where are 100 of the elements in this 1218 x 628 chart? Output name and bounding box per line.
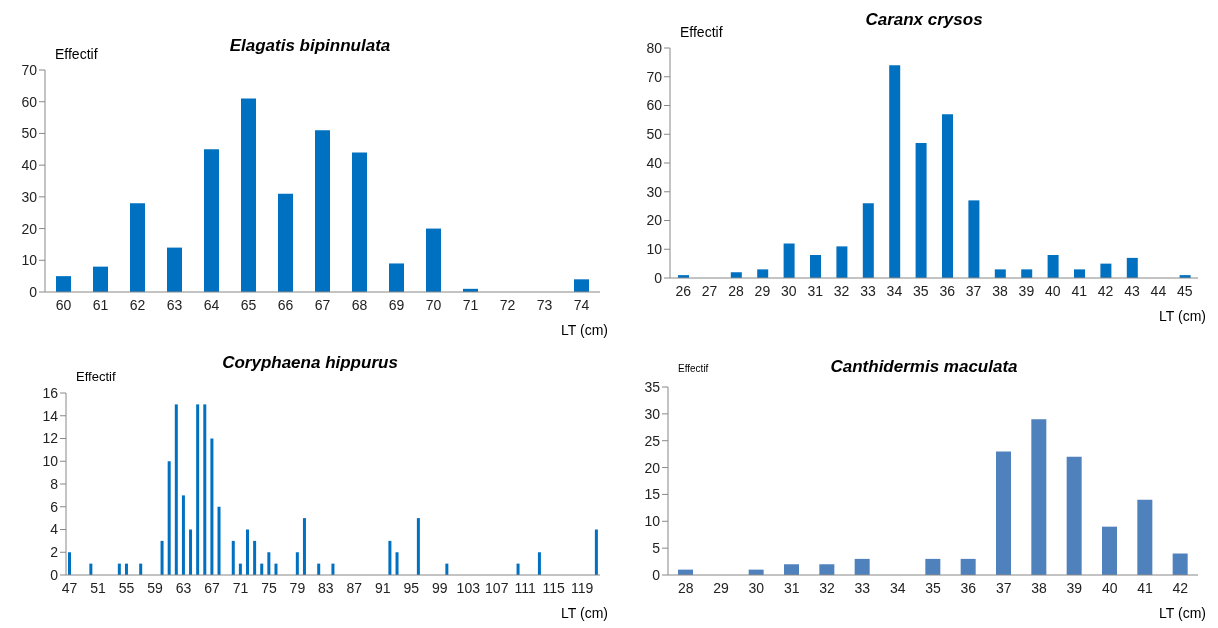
y-tick-label: 60 [646,97,663,114]
x-tick-label: 71 [232,579,249,596]
bar [594,529,598,575]
bar [241,98,256,292]
y-tick-label: 10 [646,241,663,258]
chart-title: Coryphaena hippurus [222,353,398,372]
bar [1047,255,1059,278]
x-tick-label: 41 [1137,579,1153,596]
y-tick-label: 35 [644,378,661,395]
y-axis-title: Effectif [678,363,709,374]
bar [960,558,976,575]
x-tick-label: 51 [90,579,107,596]
x-tick-label: 62 [129,296,146,313]
bar [1066,456,1082,575]
x-tick-label: 63 [175,579,192,596]
x-tick-label: 72 [499,296,516,313]
x-tick-label: 119 [571,579,594,596]
y-tick-label: 10 [42,453,59,470]
bar [1172,553,1188,575]
x-tick-label: 45 [1177,282,1193,299]
y-tick-label: 16 [42,384,59,401]
y-tick-label: 0 [50,566,59,583]
x-tick-label: 64 [203,296,220,313]
x-tick-label: 47 [61,579,78,596]
bar [537,552,541,575]
bar [862,203,874,278]
x-tick-label: 69 [388,296,405,313]
x-tick-label: 31 [807,282,824,299]
x-tick-label: 41 [1071,282,1088,299]
bar [836,246,848,278]
bar [416,518,420,575]
y-tick-label: 2 [50,544,59,561]
x-axis-title: LT (cm) [561,322,608,338]
y-tick-label: 6 [50,498,59,515]
bar [302,518,306,575]
y-tick-label: 8 [50,475,59,492]
y-tick-label: 80 [646,39,663,56]
bar [181,495,185,575]
x-tick-label: 65 [240,296,257,313]
bar [231,540,235,575]
x-tick-label: 27 [701,282,718,299]
x-tick-label: 44 [1150,282,1167,299]
x-tick-label: 83 [318,579,334,596]
chart-title: Caranx crysos [865,10,983,29]
x-tick-label: 35 [925,579,941,596]
x-tick-label: 74 [573,296,590,313]
bar [994,269,1006,278]
x-tick-label: 91 [375,579,391,596]
y-tick-label: 60 [21,93,38,110]
y-tick-label: 10 [644,513,661,530]
x-tick-label: 115 [542,579,566,596]
bar [915,142,927,278]
x-tick-label: 28 [728,282,744,299]
y-axis-title: Effectif [680,24,723,40]
bar [93,266,108,292]
y-tick-label: 50 [646,126,663,143]
y-tick-label: 0 [654,269,663,286]
y-tick-label: 70 [646,68,663,85]
bar [352,152,367,292]
x-tick-label: 67 [204,579,220,596]
x-tick-label: 37 [965,282,982,299]
x-tick-label: 111 [514,579,537,596]
bar [810,255,821,278]
x-tick-label: 40 [1045,282,1061,299]
x-axis-title: LT (cm) [561,605,608,621]
x-tick-label: 36 [939,282,956,299]
x-tick-label: 29 [754,282,771,299]
y-tick-label: 50 [21,125,38,142]
bar [968,200,980,278]
x-tick-label: 31 [783,579,800,596]
x-tick-label: 33 [854,579,871,596]
x-tick-label: 39 [1066,579,1083,596]
x-tick-label: 36 [960,579,977,596]
bar [278,193,293,292]
chart-title: Canthidermis maculata [830,357,1018,376]
x-tick-label: 28 [677,579,694,596]
x-tick-label: 26 [675,282,692,299]
bar [246,529,249,575]
bar [203,404,207,575]
x-tick-label: 61 [92,296,109,313]
bar [395,552,399,575]
y-tick-label: 40 [646,154,663,171]
bar [925,558,941,575]
bar [56,276,71,292]
x-tick-label: 103 [456,579,481,596]
x-tick-label: 79 [289,579,306,596]
bar [68,552,71,575]
x-tick-label: 87 [346,579,363,596]
bar [295,552,299,575]
bar [1100,263,1112,278]
y-tick-label: 20 [646,212,663,229]
bar [784,564,799,575]
x-tick-label: 42 [1172,579,1189,596]
bar [253,540,257,575]
x-tick-label: 59 [147,579,163,596]
bar [167,247,182,292]
x-tick-label: 67 [314,296,331,313]
y-tick-label: 4 [50,521,59,538]
bar [426,228,441,292]
bar [783,243,795,278]
